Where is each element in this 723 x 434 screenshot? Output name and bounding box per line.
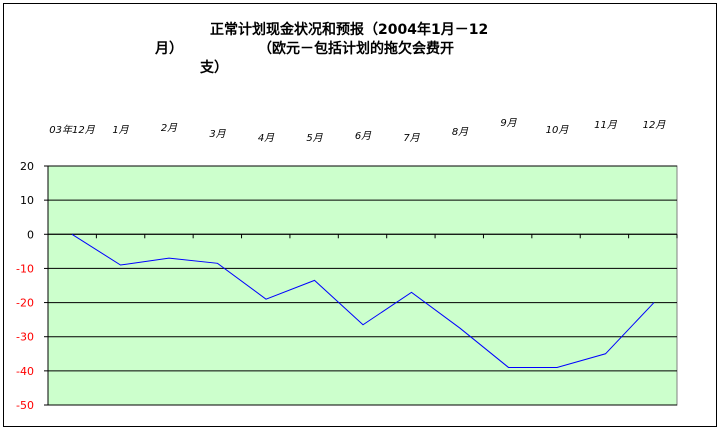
chart-title-line-3: （欧元－包括计划的拖欠会费开 — [258, 41, 454, 57]
x-tick-label: 4月 — [258, 133, 275, 144]
y-tick-label: -20 — [16, 297, 34, 310]
plot-area — [47, 165, 678, 406]
x-tick-label: 6月 — [355, 131, 372, 142]
y-tick-label: -40 — [16, 365, 34, 378]
x-tick-label: 10月 — [546, 125, 570, 136]
chart-title-line-2: 月） — [155, 41, 183, 57]
x-tick-label: 11月 — [594, 120, 618, 131]
y-tick-label: 0 — [27, 228, 34, 241]
chart-title-line-1: 正常计划现金状况和预报（2004年1月－12 — [210, 22, 489, 38]
y-tick-label: 10 — [20, 194, 34, 207]
series-line — [71, 233, 655, 368]
x-tick-label: 9月 — [500, 118, 517, 129]
x-tick-label: 5月 — [306, 133, 323, 144]
x-tick-label: 3月 — [209, 129, 226, 140]
x-tick-label: 8月 — [452, 127, 469, 138]
y-tick-label: 20 — [20, 160, 34, 173]
x-tick-label: 03年12月 — [49, 124, 95, 136]
x-tick-label: 2月 — [161, 123, 178, 134]
y-tick-label: -10 — [16, 262, 34, 275]
x-tick-label: 1月 — [112, 125, 129, 136]
y-tick-label: -50 — [16, 399, 34, 412]
x-tick-label: 12月 — [643, 120, 667, 131]
y-tick-label: -30 — [16, 331, 34, 344]
x-tick-label: 7月 — [403, 133, 420, 144]
chart-title-line-4: 支） — [200, 60, 228, 76]
